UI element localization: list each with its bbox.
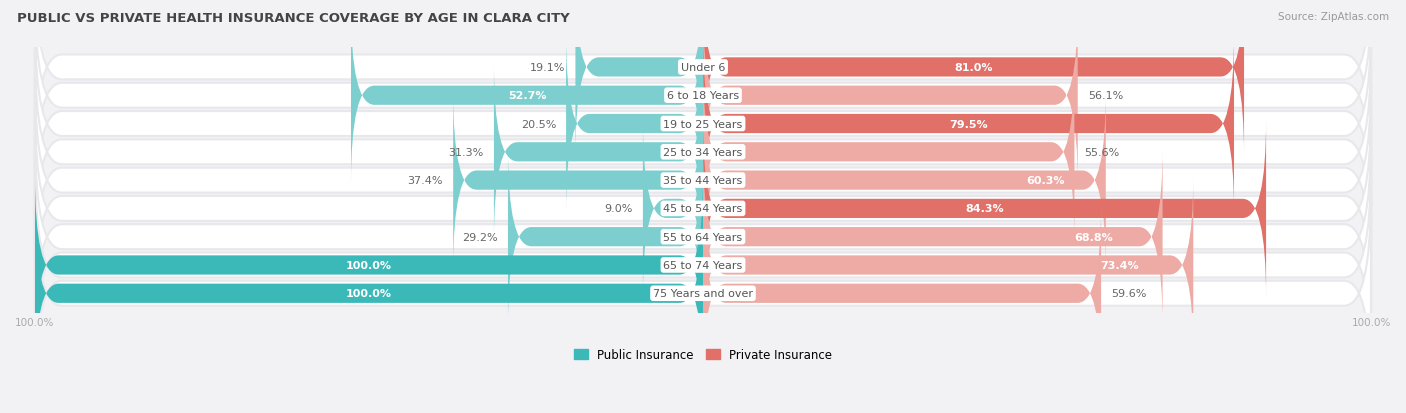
Text: 100.0%: 100.0% (1351, 318, 1391, 328)
FancyBboxPatch shape (567, 35, 703, 214)
FancyBboxPatch shape (35, 193, 1371, 394)
FancyBboxPatch shape (575, 0, 703, 157)
Text: 45 to 54 Years: 45 to 54 Years (664, 204, 742, 214)
FancyBboxPatch shape (494, 63, 703, 242)
Text: 19.1%: 19.1% (530, 63, 565, 73)
FancyBboxPatch shape (453, 91, 703, 270)
Text: 6 to 18 Years: 6 to 18 Years (666, 91, 740, 101)
Text: 100.0%: 100.0% (346, 289, 392, 299)
FancyBboxPatch shape (643, 120, 703, 298)
Text: 60.3%: 60.3% (1026, 176, 1064, 186)
FancyBboxPatch shape (508, 148, 703, 326)
Text: 68.8%: 68.8% (1074, 232, 1114, 242)
FancyBboxPatch shape (35, 24, 1371, 225)
FancyBboxPatch shape (35, 108, 1371, 309)
Text: 20.5%: 20.5% (520, 119, 555, 129)
FancyBboxPatch shape (703, 63, 1074, 242)
Text: 56.1%: 56.1% (1088, 91, 1123, 101)
FancyBboxPatch shape (35, 137, 1371, 337)
Text: 37.4%: 37.4% (408, 176, 443, 186)
Legend: Public Insurance, Private Insurance: Public Insurance, Private Insurance (569, 343, 837, 366)
Text: 29.2%: 29.2% (463, 232, 498, 242)
FancyBboxPatch shape (703, 35, 1234, 214)
Text: 75 Years and over: 75 Years and over (652, 289, 754, 299)
FancyBboxPatch shape (703, 204, 1101, 383)
FancyBboxPatch shape (703, 176, 1194, 354)
Text: 100.0%: 100.0% (346, 260, 392, 271)
FancyBboxPatch shape (703, 0, 1244, 157)
FancyBboxPatch shape (35, 0, 1371, 168)
Text: 73.4%: 73.4% (1101, 260, 1139, 271)
FancyBboxPatch shape (703, 148, 1163, 326)
Text: PUBLIC VS PRIVATE HEALTH INSURANCE COVERAGE BY AGE IN CLARA CITY: PUBLIC VS PRIVATE HEALTH INSURANCE COVER… (17, 12, 569, 25)
Text: 55.6%: 55.6% (1084, 147, 1119, 157)
Text: 31.3%: 31.3% (449, 147, 484, 157)
Text: 55 to 64 Years: 55 to 64 Years (664, 232, 742, 242)
Text: 81.0%: 81.0% (955, 63, 993, 73)
FancyBboxPatch shape (703, 7, 1078, 185)
Text: 65 to 74 Years: 65 to 74 Years (664, 260, 742, 271)
FancyBboxPatch shape (35, 165, 1371, 366)
Text: 84.3%: 84.3% (966, 204, 1004, 214)
FancyBboxPatch shape (35, 52, 1371, 253)
FancyBboxPatch shape (35, 176, 703, 354)
Text: 100.0%: 100.0% (15, 318, 55, 328)
Text: 9.0%: 9.0% (605, 204, 633, 214)
FancyBboxPatch shape (703, 91, 1105, 270)
Text: Under 6: Under 6 (681, 63, 725, 73)
Text: 52.7%: 52.7% (508, 91, 547, 101)
Text: 19 to 25 Years: 19 to 25 Years (664, 119, 742, 129)
FancyBboxPatch shape (352, 7, 703, 185)
Text: 25 to 34 Years: 25 to 34 Years (664, 147, 742, 157)
FancyBboxPatch shape (703, 120, 1265, 298)
Text: 79.5%: 79.5% (949, 119, 988, 129)
FancyBboxPatch shape (35, 0, 1371, 197)
FancyBboxPatch shape (35, 204, 703, 383)
Text: Source: ZipAtlas.com: Source: ZipAtlas.com (1278, 12, 1389, 22)
FancyBboxPatch shape (35, 80, 1371, 281)
Text: 59.6%: 59.6% (1111, 289, 1146, 299)
Text: 35 to 44 Years: 35 to 44 Years (664, 176, 742, 186)
